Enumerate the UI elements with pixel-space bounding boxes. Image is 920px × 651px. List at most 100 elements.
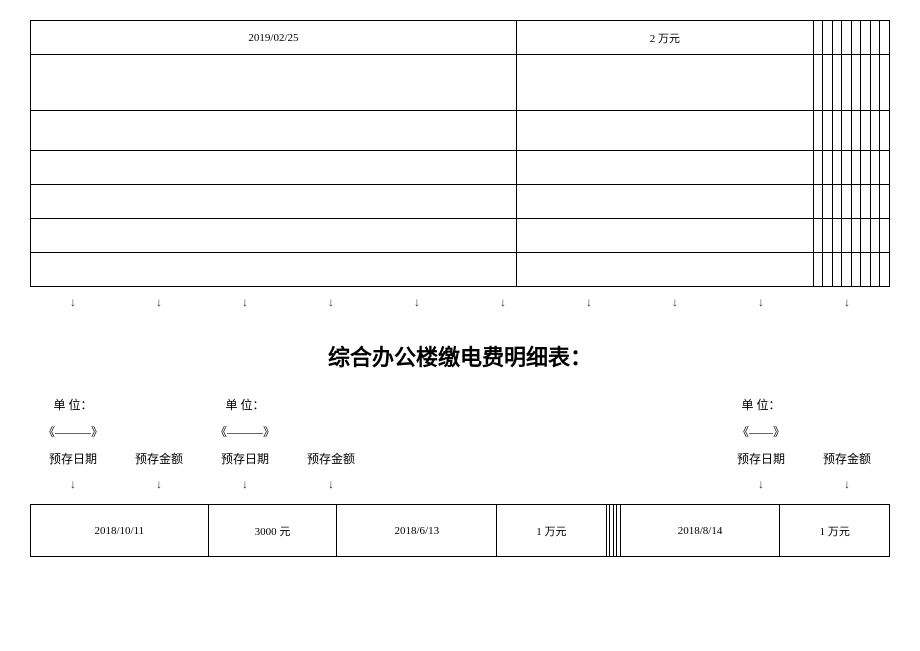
arrow-cell (632, 477, 718, 492)
table-cell (842, 21, 852, 55)
date-header: 预存日期 (202, 450, 288, 467)
bracket-label: 《———》 (202, 423, 288, 440)
amount-header: 预存金额 (288, 450, 374, 467)
table-cell (516, 55, 813, 111)
table-cell (832, 111, 842, 151)
header-cell (546, 450, 632, 467)
header-cell (546, 423, 632, 440)
down-arrow-icon: ↓ (30, 295, 116, 310)
arrow-cell (374, 477, 460, 492)
table-cell (842, 253, 852, 287)
page-title: 综合办公楼缴电费明细表： (30, 340, 890, 372)
down-arrow-icon: ↓ (288, 295, 374, 310)
down-arrow-icon: ↓ (288, 477, 374, 492)
down-arrow-icon: ↓ (202, 295, 288, 310)
table-cell (851, 55, 861, 111)
table-cell (851, 151, 861, 185)
table-cell (832, 151, 842, 185)
table-cell: 2 万元 (516, 21, 813, 55)
table-cell (861, 55, 871, 111)
table-cell (813, 151, 823, 185)
table-cell (823, 151, 833, 185)
table-cell: 2019/02/25 (31, 21, 517, 55)
header-cell (374, 450, 460, 467)
header-cell (116, 423, 202, 440)
table-cell (842, 55, 852, 111)
bracket-label: 《——》 (718, 423, 804, 440)
down-arrow-icon: ↓ (546, 295, 632, 310)
table-cell (813, 219, 823, 253)
table-cell (813, 253, 823, 287)
down-arrow-icon: ↓ (374, 295, 460, 310)
table-cell (31, 219, 517, 253)
header-cell (632, 423, 718, 440)
table-cell: 3000 元 (208, 505, 337, 557)
header-cell (460, 423, 546, 440)
date-header: 预存日期 (718, 450, 804, 467)
table-cell (880, 253, 890, 287)
amount-header: 预存金额 (804, 450, 890, 467)
table-cell (832, 253, 842, 287)
table-cell (870, 253, 880, 287)
table-cell (880, 55, 890, 111)
header-labels: 单 位： 单 位： 单 位： 《———》 《———》 《——》 预存日期 预存金… (30, 396, 890, 467)
table-cell (813, 55, 823, 111)
table-cell (813, 21, 823, 55)
table-cell: 2018/6/13 (337, 505, 497, 557)
table-cell (842, 151, 852, 185)
table-cell (31, 253, 517, 287)
table-cell (870, 111, 880, 151)
arrows-row-2: ↓ ↓ ↓ ↓ ↓ ↓ (30, 477, 890, 492)
down-arrow-icon: ↓ (116, 477, 202, 492)
table-cell (851, 185, 861, 219)
table-cell (851, 21, 861, 55)
table-cell (813, 111, 823, 151)
table-cell (880, 21, 890, 55)
table-cell (880, 111, 890, 151)
down-arrow-icon: ↓ (30, 477, 116, 492)
table-cell: 1 万元 (780, 505, 890, 557)
down-arrow-icon: ↓ (202, 477, 288, 492)
table-cell (870, 151, 880, 185)
table-cell: 2018/10/11 (31, 505, 209, 557)
header-cell (460, 450, 546, 467)
header-cell (374, 423, 460, 440)
table-cell (832, 219, 842, 253)
table-cell (31, 151, 517, 185)
header-cell (804, 423, 890, 440)
unit-label: 单 位： (202, 396, 288, 413)
table-cell (861, 151, 871, 185)
table-cell (516, 185, 813, 219)
arrows-row-1: ↓ ↓ ↓ ↓ ↓ ↓ ↓ ↓ ↓ ↓ (30, 295, 890, 310)
table-cell (823, 253, 833, 287)
down-arrow-icon: ↓ (804, 295, 890, 310)
table-cell (870, 185, 880, 219)
table-cell (31, 55, 517, 111)
unit-label: 单 位： (30, 396, 116, 413)
arrow-cell (460, 477, 546, 492)
down-arrow-icon: ↓ (718, 295, 804, 310)
header-cell (374, 396, 460, 413)
table-cell (516, 111, 813, 151)
header-cell (632, 396, 718, 413)
table-cell (861, 111, 871, 151)
table-cell (880, 219, 890, 253)
table-cell (842, 185, 852, 219)
table-cell (516, 253, 813, 287)
table-cell (813, 185, 823, 219)
down-arrow-icon: ↓ (460, 295, 546, 310)
table-cell (832, 185, 842, 219)
table-cell (880, 151, 890, 185)
header-cell (632, 450, 718, 467)
arrow-cell (546, 477, 632, 492)
table-cell (516, 219, 813, 253)
table-cell (823, 111, 833, 151)
bracket-label: 《———》 (30, 423, 116, 440)
header-cell (460, 396, 546, 413)
table-cell (823, 185, 833, 219)
table-cell: 1 万元 (497, 505, 606, 557)
header-cell (804, 396, 890, 413)
table-cell (861, 219, 871, 253)
down-arrow-icon: ↓ (632, 295, 718, 310)
table-cell (823, 55, 833, 111)
